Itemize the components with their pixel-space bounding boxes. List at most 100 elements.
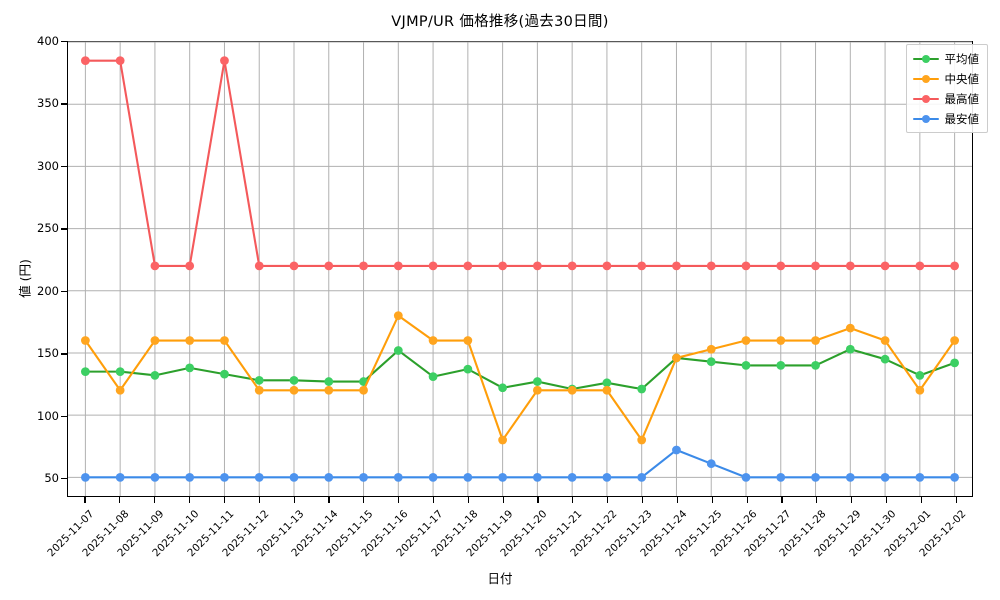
plot-area xyxy=(67,41,973,497)
series-中央値 xyxy=(80,311,960,445)
data-point xyxy=(463,472,473,482)
legend-item-最安値[interactable]: 最安値 xyxy=(912,110,979,127)
data-point xyxy=(115,367,125,376)
data-point xyxy=(950,261,960,271)
y-tick-label: 200 xyxy=(37,283,59,298)
data-point xyxy=(393,346,403,355)
x-tick-mark xyxy=(711,497,713,503)
x-tick-mark xyxy=(258,497,260,503)
data-point xyxy=(706,344,716,354)
x-tick-mark xyxy=(641,497,644,503)
series-最安値 xyxy=(80,445,960,482)
data-point xyxy=(915,385,925,395)
data-point xyxy=(185,363,195,373)
x-tick-mark xyxy=(223,497,225,503)
data-point xyxy=(776,336,786,345)
data-point xyxy=(185,261,195,271)
x-tick-label: 2025-11-07 xyxy=(45,508,97,560)
data-point xyxy=(185,472,195,482)
data-point xyxy=(845,323,855,333)
x-tick-mark xyxy=(746,497,748,503)
x-tick-mark xyxy=(363,497,365,503)
data-point xyxy=(289,375,299,385)
y-axis-label: 値 (円) xyxy=(17,259,33,298)
data-point xyxy=(915,261,925,271)
x-tick-mark xyxy=(537,497,539,503)
legend-item-中央値[interactable]: 中央値 xyxy=(912,70,980,87)
data-point xyxy=(776,472,786,482)
data-point xyxy=(150,370,160,380)
data-point xyxy=(880,354,890,364)
x-tick-mark xyxy=(851,497,853,503)
series-line xyxy=(84,448,956,479)
x-tick-mark xyxy=(188,497,191,503)
data-point xyxy=(776,361,786,370)
data-point xyxy=(498,261,508,271)
data-point xyxy=(393,472,403,482)
legend-item-平均値[interactable]: 平均値 xyxy=(912,50,979,67)
data-point xyxy=(150,336,160,345)
data-point xyxy=(289,472,299,482)
data-point xyxy=(880,472,890,482)
data-point xyxy=(220,336,229,345)
data-point xyxy=(359,261,368,271)
data-point xyxy=(741,472,751,482)
x-tick-mark xyxy=(607,497,609,503)
data-point xyxy=(428,472,438,482)
data-point xyxy=(220,472,229,482)
data-point xyxy=(880,336,890,345)
legend-item-最高値[interactable]: 最高値 xyxy=(912,90,980,107)
x-tick-mark xyxy=(432,497,435,503)
y-tick-mark xyxy=(61,353,67,355)
chart-legend: 平均値中央値最高値最安値 xyxy=(905,44,988,133)
x-tick-mark xyxy=(84,497,86,503)
y-tick-label: 50 xyxy=(44,471,59,486)
data-point xyxy=(637,384,647,394)
data-point xyxy=(602,261,612,271)
data-point xyxy=(150,472,160,482)
x-tick-mark xyxy=(467,497,469,503)
y-tick-mark xyxy=(61,165,67,168)
x-tick-mark xyxy=(676,497,678,503)
data-point xyxy=(80,367,90,376)
data-point xyxy=(950,358,960,368)
data-point xyxy=(706,459,716,469)
legend-label: 最高値 xyxy=(944,91,980,106)
series-line xyxy=(84,59,956,267)
legend-label: 中央値 xyxy=(944,71,980,86)
x-tick-mark xyxy=(816,497,818,503)
x-tick-mark xyxy=(885,497,888,503)
data-point xyxy=(80,56,90,66)
data-point xyxy=(289,385,299,395)
x-tick-mark xyxy=(328,497,330,503)
data-point xyxy=(393,311,403,321)
data-point xyxy=(845,261,855,271)
chart-title: VJMP/UR 価格推移(過去30日間) xyxy=(391,14,609,30)
y-tick-label: 250 xyxy=(37,221,59,236)
data-point xyxy=(567,261,577,271)
data-point xyxy=(532,261,542,271)
data-point xyxy=(428,372,438,381)
data-point xyxy=(532,472,542,482)
data-point xyxy=(672,353,681,363)
data-point xyxy=(637,472,647,482)
x-tick-mark xyxy=(154,497,156,503)
data-point xyxy=(845,344,855,354)
data-point xyxy=(463,336,473,345)
data-point xyxy=(463,261,473,271)
y-tick-label: 350 xyxy=(37,96,59,111)
x-tick-mark xyxy=(293,497,295,503)
data-point xyxy=(637,435,647,445)
data-point xyxy=(359,385,368,395)
data-point xyxy=(741,261,751,271)
data-point xyxy=(324,261,334,271)
y-tick-mark xyxy=(61,228,67,230)
x-tick-mark xyxy=(920,497,922,503)
data-point xyxy=(811,472,820,482)
x-tick-mark xyxy=(572,497,574,503)
data-point xyxy=(428,336,438,345)
y-tick-label: 300 xyxy=(37,158,59,173)
data-point xyxy=(185,336,195,345)
data-point xyxy=(776,261,786,271)
x-axis-label: 日付 xyxy=(487,571,513,586)
